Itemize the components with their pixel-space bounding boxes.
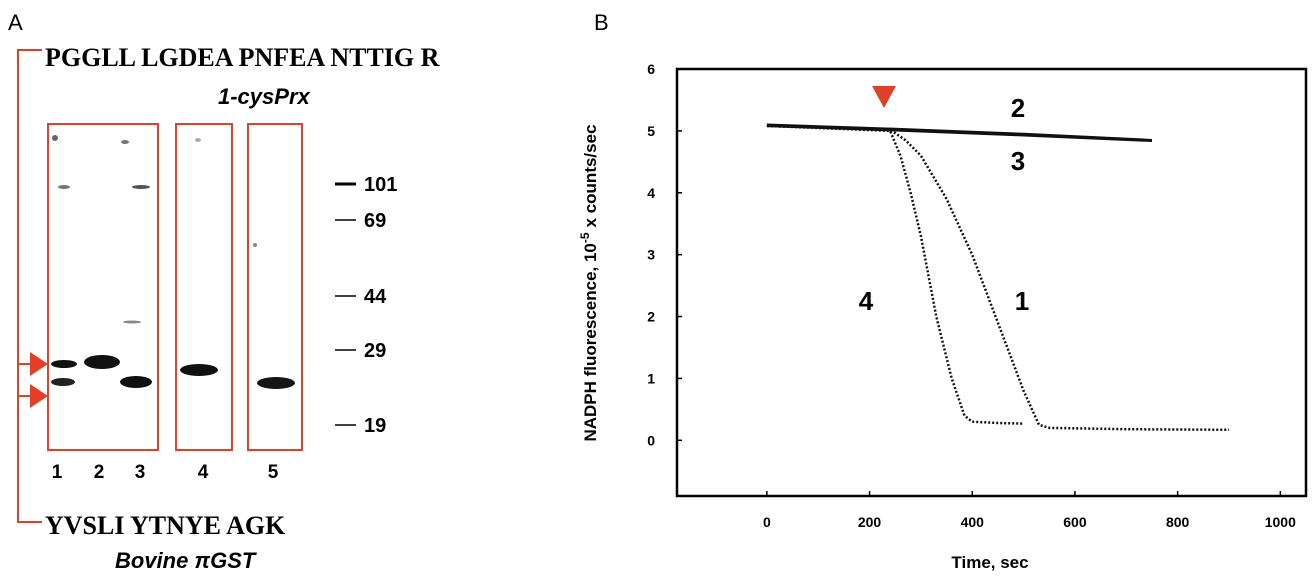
panel-label: A <box>8 10 23 35</box>
x-axis-label: Time, sec <box>951 553 1028 572</box>
event-arrow <box>872 86 896 108</box>
x-tick-label: 600 <box>1063 514 1087 530</box>
curve-label: 1 <box>1015 286 1029 316</box>
lane-label: 3 <box>135 462 146 483</box>
y-axis-label-end: x counts/sec <box>581 124 600 227</box>
top-protein: 1-cysPrx <box>218 84 311 109</box>
bracket <box>18 50 42 522</box>
y-tick-label: 4 <box>647 185 655 201</box>
top-sequence: PGGLL LGDEA PNFEA NTTIG R <box>45 43 440 72</box>
y-axis-label: NADPH fluorescence, 10-5 x counts/sec <box>578 124 600 441</box>
curve-label: 4 <box>859 286 874 316</box>
marker-label: 44 <box>364 286 387 308</box>
curve <box>767 126 1024 424</box>
figure: A PGGLL LGDEA PNFEA NTTIG R 1-cysPrx YVS… <box>0 0 1312 576</box>
x-tick-label: 0 <box>763 514 771 530</box>
curve-label: 3 <box>1011 146 1025 176</box>
marker-label: 29 <box>364 340 386 362</box>
y-tick-label: 5 <box>647 123 655 139</box>
marker-label: 69 <box>364 210 386 232</box>
y-tick-label: 1 <box>647 370 655 386</box>
x-tick-label: 800 <box>1166 514 1190 530</box>
panel-label: B <box>594 10 609 35</box>
bottom-protein: Bovine πGST <box>115 548 257 573</box>
marker-label: 101 <box>364 174 397 196</box>
marker-label: 19 <box>364 415 386 437</box>
gel <box>48 124 302 450</box>
curve-label: 2 <box>1011 93 1025 123</box>
lane-label: 2 <box>94 462 105 483</box>
y-tick-label: 6 <box>647 61 655 77</box>
arrow <box>30 352 48 376</box>
arrow <box>30 384 48 408</box>
x-tick-label: 200 <box>858 514 882 530</box>
lane-label: 4 <box>198 462 209 483</box>
bottom-sequence: YVSLI YTNYE AGK <box>45 511 286 540</box>
y-tick-label: 0 <box>647 432 655 448</box>
curve <box>767 126 1229 430</box>
x-tick-label: 1000 <box>1265 514 1296 530</box>
y-axis-label-sup: -5 <box>578 232 592 243</box>
x-tick-label: 400 <box>961 514 985 530</box>
lane-label: 1 <box>52 462 63 483</box>
y-axis-label-main: NADPH fluorescence, 10 <box>581 243 600 441</box>
lane-label: 5 <box>268 462 279 483</box>
y-tick-label: 3 <box>647 247 655 263</box>
y-tick-label: 2 <box>647 309 655 325</box>
